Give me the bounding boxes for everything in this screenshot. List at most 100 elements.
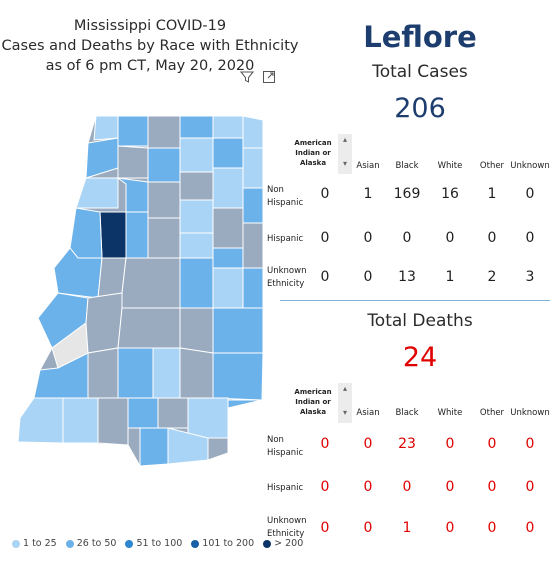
cell-value: 1 [402, 520, 412, 536]
cell-value: 2 [487, 269, 497, 285]
col-other: Other [479, 161, 505, 171]
cell-value: 0 [525, 479, 535, 495]
map-legend: 1 to 25 26 to 50 51 to 100 101 to 200 > … [12, 538, 303, 549]
cell-value: 0 [320, 520, 330, 536]
col-asian: Asian [356, 161, 380, 171]
chart-title: Mississippi COVID-19 Cases and Deaths by… [0, 16, 300, 76]
legend-swatch [125, 539, 134, 548]
cell-value: 0 [525, 230, 535, 246]
cell-value: 0 [363, 520, 373, 536]
filter-icon[interactable] [240, 70, 254, 84]
legend-item: 51 to 100 [125, 538, 182, 549]
row-label-line: Unknown [267, 266, 307, 276]
total-deaths-value: 24 [402, 342, 438, 373]
row-label-line: Unknown [267, 516, 307, 526]
legend-label: 101 to 200 [202, 538, 255, 549]
total-cases-label: Total Cases [372, 62, 468, 82]
cell-value: 1 [487, 186, 497, 202]
col-white: White [437, 408, 463, 418]
col-black: Black [395, 161, 419, 171]
deaths-table: American Indian or Alaska ▴ ▾ Asian Black… [264, 383, 554, 553]
cell-value: 0 [363, 436, 373, 452]
legend-item: 26 to 50 [65, 538, 117, 549]
row-label-unknown-ethnicity: Unknown Ethnicity [267, 515, 306, 541]
cell-value: 0 [402, 479, 412, 495]
sort-down-icon: ▾ [342, 408, 347, 417]
cell-value: 0 [487, 479, 497, 495]
separator-line [280, 300, 550, 301]
state-map-svg [17, 115, 264, 467]
cell-value: 0 [487, 436, 497, 452]
cell-value: 0 [445, 230, 455, 246]
legend-label: 1 to 25 [23, 538, 57, 549]
cell-value: 0 [363, 269, 373, 285]
total-deaths-label: Total Deaths [367, 311, 473, 331]
cell-value: 0 [320, 269, 330, 285]
sort-down-icon: ▾ [342, 159, 347, 168]
row-label-line: Ethnicity [267, 529, 305, 539]
county-name: Leflore [363, 20, 477, 54]
row-label-line: Hispanic [267, 483, 304, 493]
cell-value: 0 [487, 230, 497, 246]
col-asian: Asian [356, 408, 380, 418]
cell-value: 0 [320, 186, 330, 202]
sort-control[interactable]: ▴ ▾ [338, 134, 352, 174]
cell-value: 0 [363, 479, 373, 495]
legend-item: 101 to 200 [191, 538, 254, 549]
cell-value: 0 [402, 230, 412, 246]
sort-up-icon: ▴ [342, 384, 347, 393]
cell-value: 0 [320, 230, 330, 246]
legend-label: > 200 [274, 538, 304, 549]
row-label-unknown-ethnicity: Unknown Ethnicity [267, 265, 306, 291]
cell-value: 0 [445, 520, 455, 536]
legend-label: 26 to 50 [76, 538, 117, 549]
total-cases-value: 206 [394, 93, 446, 124]
cell-value: 0 [525, 186, 535, 202]
legend-label: 51 to 100 [136, 538, 183, 549]
cell-value: 23 [398, 436, 416, 452]
cell-value: 0 [525, 436, 535, 452]
row-label-hispanic: Hispanic [267, 482, 303, 495]
cell-value: 0 [320, 479, 330, 495]
title-line-1: Mississippi COVID-19 [73, 18, 227, 34]
cell-value: 0 [320, 436, 330, 452]
col-unknown: Unknown [510, 408, 550, 418]
cell-value: 3 [525, 269, 535, 285]
cell-value: 1 [363, 186, 373, 202]
cases-table: American Indian or Alaska ▴ ▾ Asian Black… [264, 134, 554, 294]
cell-value: 0 [487, 520, 497, 536]
legend-item: > 200 [263, 538, 303, 549]
legend-swatch [263, 539, 272, 548]
row-label-line: Hispanic [267, 448, 304, 458]
mississippi-county-map [17, 108, 268, 528]
cell-value: 13 [398, 269, 416, 285]
title-line-2: Cases and Deaths by Race with Ethnicity [1, 38, 299, 54]
row-label-line: Non [267, 185, 284, 195]
expand-icon[interactable] [262, 70, 276, 84]
col-white: White [437, 161, 463, 171]
legend-item: 1 to 25 [12, 538, 57, 549]
row-label-line: Ethnicity [267, 279, 305, 289]
deaths-table-header: American Indian or Alaska ▴ ▾ Asian Black… [264, 383, 554, 433]
col-black: Black [395, 408, 419, 418]
col-other: Other [479, 408, 505, 418]
row-label-line: Hispanic [267, 234, 304, 244]
cell-value: 0 [445, 479, 455, 495]
cases-table-header: American Indian or Alaska ▴ ▾ Asian Black… [264, 134, 554, 184]
row-label-non-hispanic: Non Hispanic [267, 434, 303, 460]
cell-value: 0 [363, 230, 373, 246]
row-label-non-hispanic: Non Hispanic [267, 184, 303, 210]
cell-value: 0 [525, 520, 535, 536]
sort-control[interactable]: ▴ ▾ [338, 383, 352, 423]
col-american-indian: American Indian or Alaska [294, 139, 332, 167]
legend-swatch [191, 539, 200, 548]
cell-value: 1 [445, 269, 455, 285]
row-label-hispanic: Hispanic [267, 233, 303, 246]
cell-value: 169 [393, 186, 421, 202]
cell-value: 16 [441, 186, 459, 202]
col-unknown: Unknown [510, 161, 550, 171]
cell-value: 0 [445, 436, 455, 452]
sort-up-icon: ▴ [342, 135, 347, 144]
legend-swatch [65, 539, 74, 548]
row-label-line: Non [267, 435, 284, 445]
